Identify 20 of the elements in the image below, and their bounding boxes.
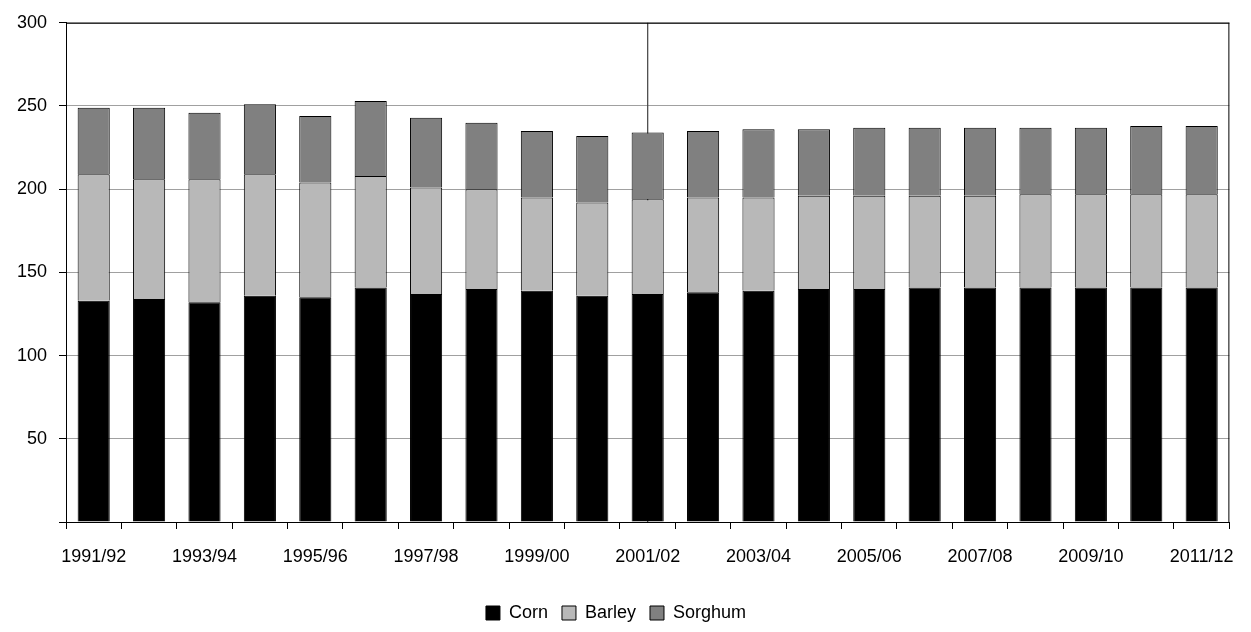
- x-tick-label: 1999/00: [504, 545, 570, 566]
- x-tick-label: 2001/02: [615, 545, 681, 566]
- x-tick-label: 1993/94: [171, 545, 238, 566]
- y-tick-label: 100: [16, 344, 47, 365]
- legend-label: Sorghum: [673, 601, 747, 622]
- y-tick-label: 300: [16, 11, 47, 32]
- x-tick-label: 2009/10: [1058, 545, 1124, 566]
- x-tick-label: 2003/04: [725, 545, 792, 566]
- x-tick-label: 1997/98: [393, 545, 459, 566]
- x-tick-label: 2007/08: [947, 545, 1013, 566]
- y-tick-label: 200: [16, 178, 47, 199]
- x-tick-label: 1995/96: [282, 545, 348, 566]
- legend-label: Barley: [584, 601, 637, 622]
- x-tick-label: 1991/92: [61, 545, 127, 566]
- x-tick-label: 2011/12: [1169, 545, 1234, 566]
- y-tick-label: 250: [16, 94, 47, 115]
- y-tick-label: 50: [26, 427, 47, 448]
- y-tick-label: 150: [16, 261, 47, 282]
- legend-label: Corn: [508, 601, 548, 622]
- x-tick-label: 2005/06: [836, 545, 902, 566]
